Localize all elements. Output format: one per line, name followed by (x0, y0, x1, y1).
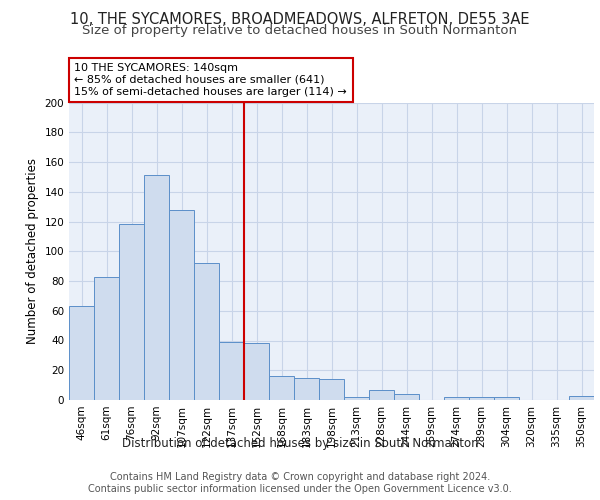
Bar (319, 379, 344, 400)
Bar (269, 376, 294, 400)
Text: Size of property relative to detached houses in South Normanton: Size of property relative to detached ho… (83, 24, 517, 37)
Bar (569, 396, 594, 400)
Bar (394, 394, 419, 400)
Text: 10 THE SYCAMORES: 140sqm
← 85% of detached houses are smaller (641)
15% of semi-: 10 THE SYCAMORES: 140sqm ← 85% of detach… (74, 64, 347, 96)
Bar (94, 276, 119, 400)
Bar (469, 397, 494, 400)
Bar (119, 224, 144, 400)
Bar (194, 263, 219, 400)
Bar (344, 397, 369, 400)
Y-axis label: Number of detached properties: Number of detached properties (26, 158, 39, 344)
Text: 10, THE SYCAMORES, BROADMEADOWS, ALFRETON, DE55 3AE: 10, THE SYCAMORES, BROADMEADOWS, ALFRETO… (70, 12, 530, 28)
Bar (294, 378, 319, 400)
Text: Contains HM Land Registry data © Crown copyright and database right 2024.: Contains HM Land Registry data © Crown c… (110, 472, 490, 482)
Bar (169, 210, 194, 400)
Bar (144, 176, 169, 400)
Text: Distribution of detached houses by size in South Normanton: Distribution of detached houses by size … (122, 438, 478, 450)
Bar (369, 390, 394, 400)
Bar (494, 397, 519, 400)
Text: Contains public sector information licensed under the Open Government Licence v3: Contains public sector information licen… (88, 484, 512, 494)
Bar (69, 306, 94, 400)
Bar (219, 342, 244, 400)
Bar (244, 344, 269, 400)
Bar (444, 397, 469, 400)
